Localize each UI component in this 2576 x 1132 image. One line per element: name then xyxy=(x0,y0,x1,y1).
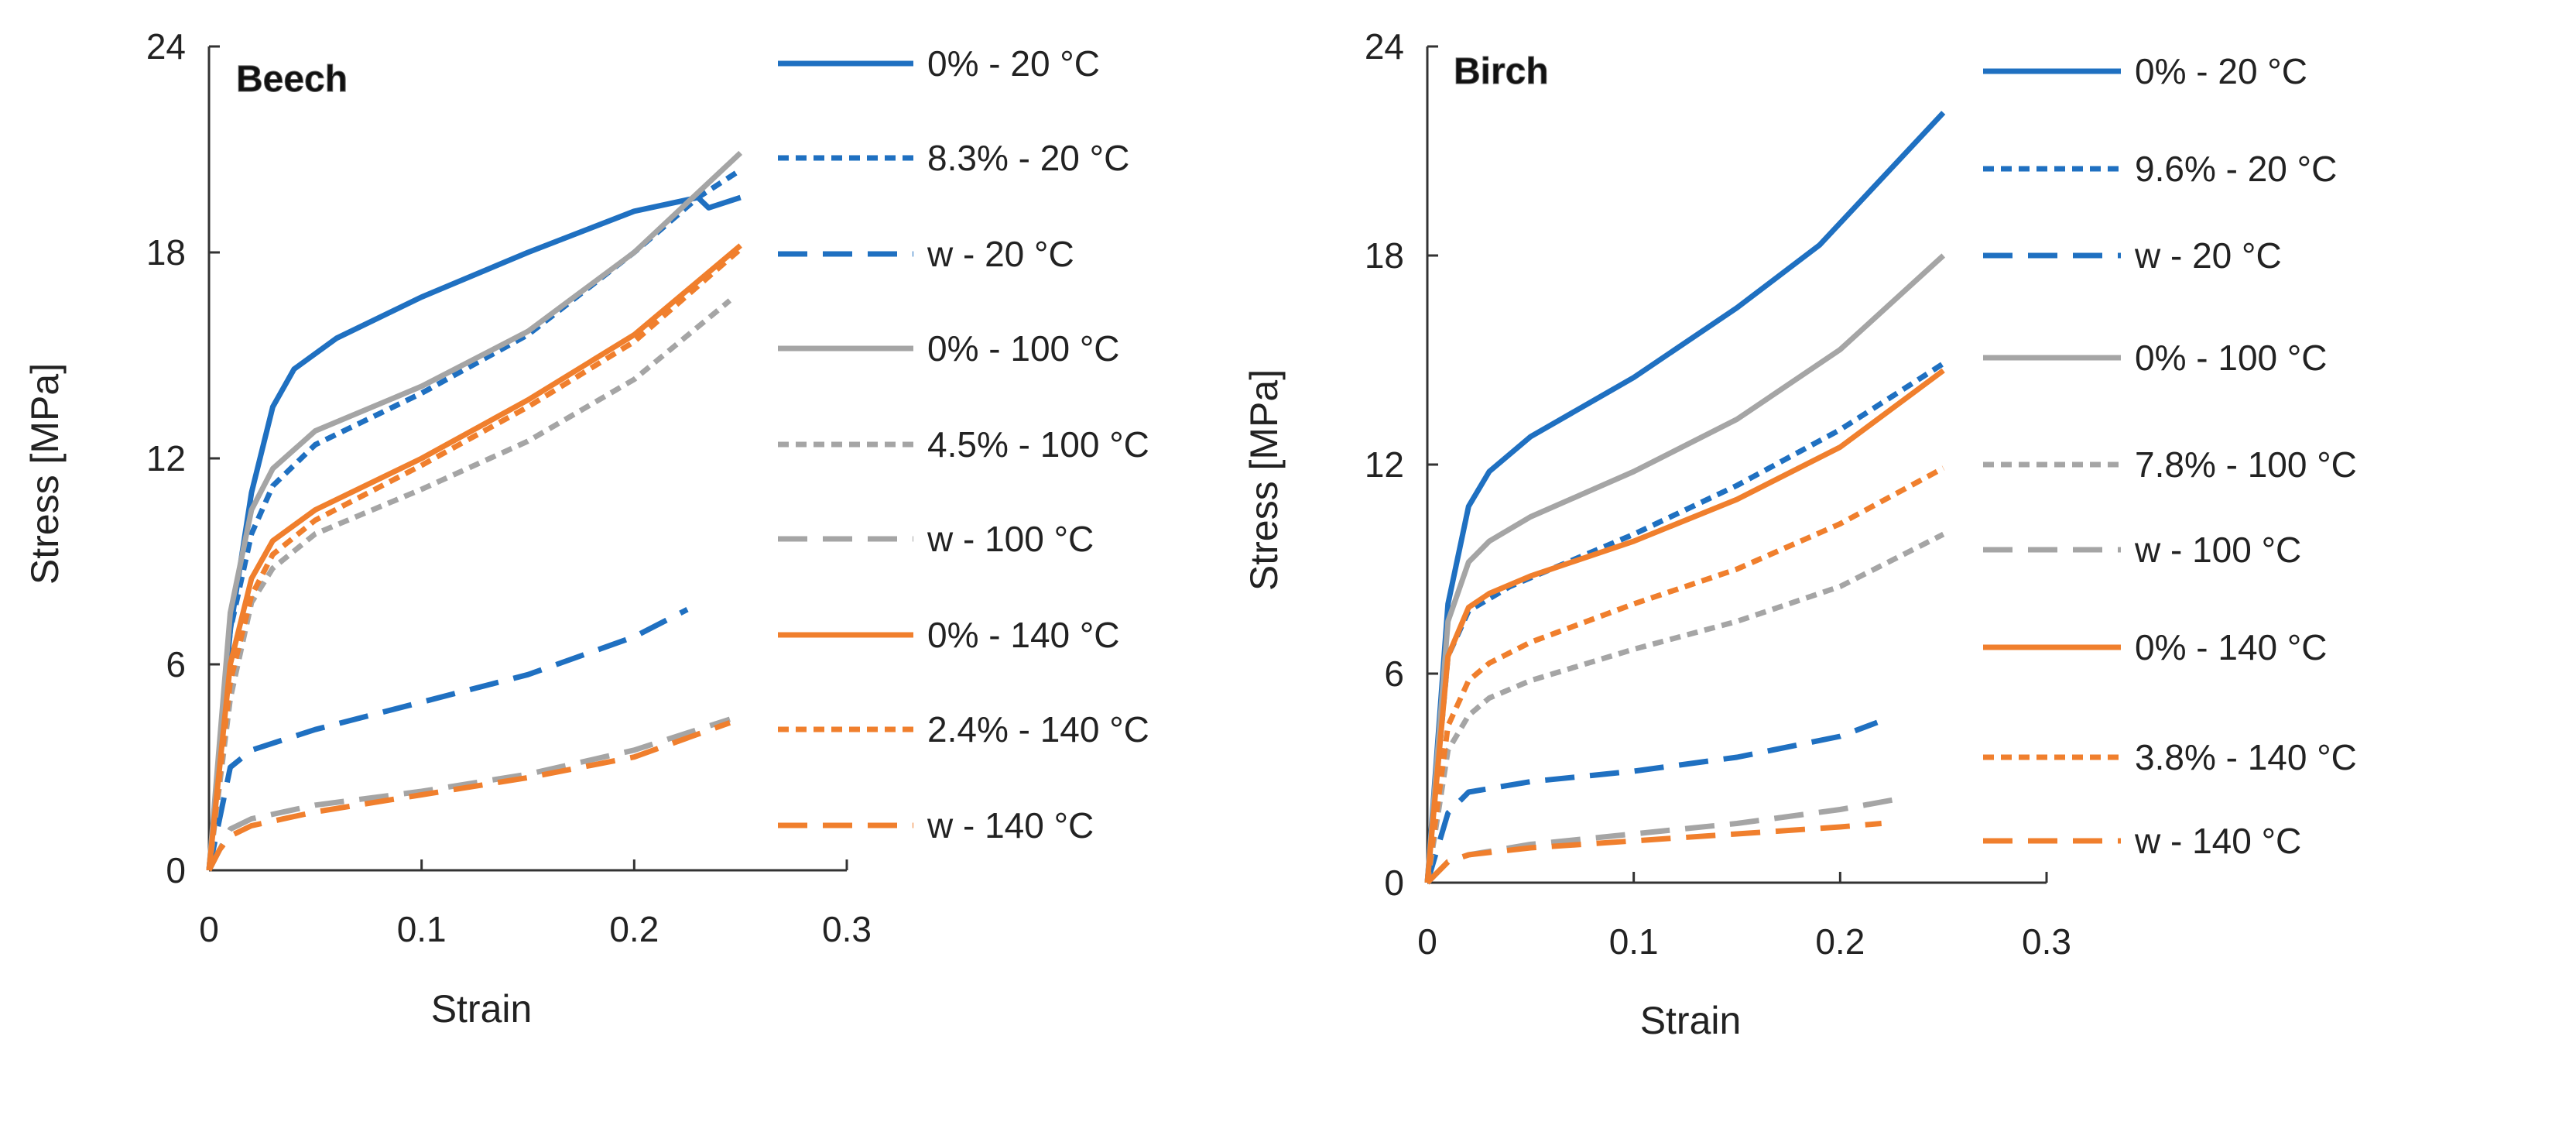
series-line xyxy=(206,194,742,871)
y-tick-label: 18 xyxy=(1365,235,1404,276)
y-axis-label: Stress [MPa] xyxy=(1242,369,1286,591)
y-tick-label: 6 xyxy=(166,644,186,684)
y-axis-label: Stress [MPa] xyxy=(23,363,67,585)
x-tick-label: 0 xyxy=(199,909,219,949)
series-line xyxy=(1424,253,1946,883)
series-line xyxy=(206,606,689,871)
series-line xyxy=(206,243,742,871)
legend-label: 0% - 140 °C xyxy=(927,615,1120,655)
x-axis-label: Strain xyxy=(431,987,533,1031)
legend-label: 2.4% - 140 °C xyxy=(927,709,1149,750)
x-tick-label: 0.1 xyxy=(1609,921,1659,962)
legend-label: 0% - 100 °C xyxy=(927,328,1120,369)
series-line xyxy=(1425,821,1882,885)
series-line xyxy=(1424,465,1945,883)
legend-label: 0% - 20 °C xyxy=(2135,51,2307,91)
series-line xyxy=(1424,111,1946,883)
legend-label: 3.8% - 140 °C xyxy=(2135,737,2357,777)
legend-label: w - 20 °C xyxy=(2134,235,2282,276)
y-tick-label: 0 xyxy=(1384,863,1404,903)
legend-label: w - 20 °C xyxy=(927,234,1074,274)
legend-label: 9.6% - 20 °C xyxy=(2135,149,2337,189)
legend-label: 0% - 140 °C xyxy=(2135,627,2328,667)
x-tick-label: 0.1 xyxy=(397,909,447,949)
y-tick-label: 24 xyxy=(146,26,186,67)
x-tick-label: 0.2 xyxy=(609,909,659,949)
chart-title: Birch xyxy=(1454,51,1549,92)
legend-label: w - 140 °C xyxy=(2134,821,2301,861)
series-line xyxy=(1425,796,1899,885)
y-tick-label: 12 xyxy=(146,438,186,479)
series-line xyxy=(1424,719,1879,883)
series-line xyxy=(206,716,731,872)
series-line xyxy=(1424,368,1945,883)
x-tick-label: 0.2 xyxy=(1815,921,1865,962)
y-tick-label: 6 xyxy=(1384,653,1404,694)
legend-label: 7.8% - 100 °C xyxy=(2135,444,2357,485)
legend-label: 0% - 100 °C xyxy=(2135,338,2328,378)
y-tick-label: 0 xyxy=(166,850,186,890)
series-line xyxy=(206,298,732,871)
y-tick-label: 12 xyxy=(1365,444,1404,485)
chart-birch: 0 6 12 18 24 0 0.1 0.2 0.3 Strain Stress [MPa] Birc… xyxy=(1242,26,2357,1042)
series-line xyxy=(206,720,731,872)
legend-label: 4.5% - 100 °C xyxy=(927,424,1149,465)
y-tick-label: 24 xyxy=(1365,26,1404,67)
series-line xyxy=(206,167,742,871)
chart-beech: 0 6 12 18 24 0 0.1 0.2 0.3 Strain Stress [MPa] Beec… xyxy=(23,26,1149,1031)
series-line xyxy=(206,246,742,871)
legend-label: w - 100 °C xyxy=(927,519,1094,559)
y-tick-label: 18 xyxy=(146,232,186,273)
legend-label: w - 140 °C xyxy=(927,805,1094,846)
legend-label: 8.3% - 20 °C xyxy=(927,138,1129,178)
legend-label: 0% - 20 °C xyxy=(927,43,1100,84)
chart-title: Beech xyxy=(236,59,348,100)
x-tick-label: 0.3 xyxy=(2022,921,2071,962)
x-axis-label: Strain xyxy=(1640,999,1742,1042)
series-line xyxy=(1424,531,1945,883)
legend-label: w - 100 °C xyxy=(2134,530,2301,570)
x-tick-label: 0 xyxy=(1417,921,1437,962)
series-line xyxy=(206,150,743,871)
x-tick-label: 0.3 xyxy=(822,909,872,949)
